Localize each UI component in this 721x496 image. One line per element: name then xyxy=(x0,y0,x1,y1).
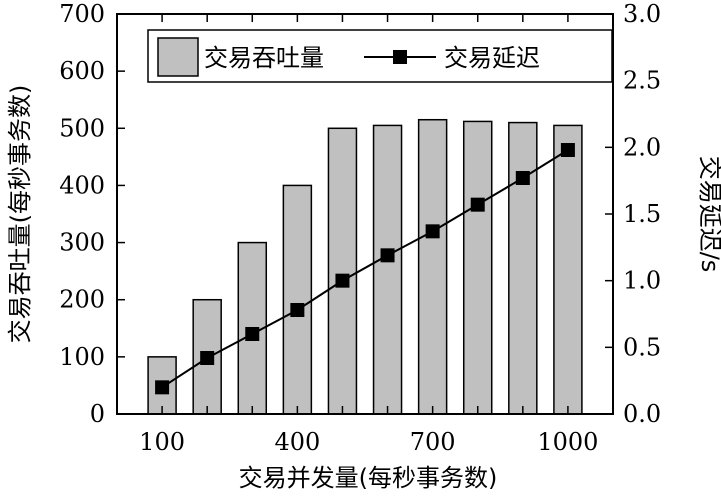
right-tick-label: 2.5 xyxy=(623,67,661,95)
bar-900 xyxy=(508,121,538,415)
right-tick-label: 1.0 xyxy=(623,267,661,295)
latency-series xyxy=(155,143,575,395)
left-tick-label: 100 xyxy=(59,343,105,371)
bar-400 xyxy=(282,184,313,415)
right-tick-label: 3.0 xyxy=(623,0,661,28)
latency-point-600 xyxy=(380,248,395,263)
latency-point-1000 xyxy=(560,143,575,157)
latency-point-300 xyxy=(245,327,260,341)
latency-point-100 xyxy=(155,380,170,395)
legend: 交易吞吐量 交易延迟 xyxy=(147,29,613,83)
legend-line-label: 交易延迟 xyxy=(444,44,540,72)
left-tick-label: 500 xyxy=(59,114,105,142)
x-tick-label: 1000 xyxy=(537,428,598,456)
bar-500 xyxy=(327,127,358,415)
x-tick-label: 700 xyxy=(410,428,456,456)
right-tick-label: 0.0 xyxy=(623,400,661,428)
right-tick-label: 1.5 xyxy=(623,200,661,228)
bar-800 xyxy=(462,120,493,415)
bar-600 xyxy=(372,124,403,415)
latency-point-500 xyxy=(335,273,350,288)
left-axis: 0 100 200 300 400 500 600 700 xyxy=(59,0,125,428)
latency-point-700 xyxy=(425,224,440,239)
x-axis: 100 400 700 1000 xyxy=(139,14,598,456)
legend-square-marker xyxy=(393,50,407,64)
latency-point-800 xyxy=(470,197,485,212)
left-tick-label: 300 xyxy=(59,229,105,257)
right-axis-title: 交易延迟/s xyxy=(696,156,721,273)
left-tick-label: 400 xyxy=(59,171,105,199)
bar-1000 xyxy=(553,124,583,415)
x-axis-title: 交易并发量(每秒事务数) xyxy=(239,464,498,492)
latency-line xyxy=(161,149,569,389)
left-tick-label: 700 xyxy=(59,0,105,28)
latency-point-400 xyxy=(290,303,305,317)
right-tick-label: 2.0 xyxy=(623,133,661,161)
legend-bar-swatch xyxy=(157,37,199,77)
left-tick-label: 0 xyxy=(90,400,105,428)
latency-point-200 xyxy=(200,351,215,365)
x-tick-label: 100 xyxy=(139,428,185,456)
right-axis: 0.0 0.5 1.0 1.5 2.0 2.5 3.0 xyxy=(605,0,661,428)
legend-bar-label: 交易吞吐量 xyxy=(204,44,324,72)
right-tick-label: 0.5 xyxy=(623,333,661,361)
x-tick-label: 400 xyxy=(274,428,320,456)
latency-point-900 xyxy=(515,171,530,185)
left-tick-label: 200 xyxy=(59,286,105,314)
left-axis-title: 交易吞吐量(每秒事务数) xyxy=(6,85,34,344)
left-tick-label: 600 xyxy=(59,57,105,85)
bar-700 xyxy=(417,118,448,415)
